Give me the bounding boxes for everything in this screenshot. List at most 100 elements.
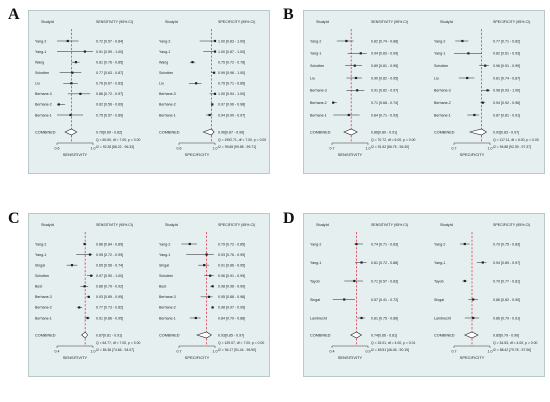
panel-letter: B [283,6,294,23]
estimate-ci-label: 0.77 [0.63 - 0.87] [96,71,123,75]
study-name: Schotten [35,274,49,278]
point-estimate-marker [203,264,206,267]
point-estimate-marker [463,279,466,283]
study-name: Schotten [35,71,49,75]
point-estimate-marker [213,71,216,74]
point-estimate-marker [353,279,356,283]
estimate-ci-label: 0.96 [0.91 - 0.99] [493,64,520,68]
estimate-ci-label: 0.62 [0.56 - 0.69] [96,103,123,107]
heterogeneity-stat: Q = 117.11, df = 6.00, p = 0.00 [493,138,539,142]
x-tick-label: 0.7 [330,147,335,151]
combined-diamond [81,331,88,339]
point-estimate-marker [209,274,212,277]
study-name: Yang-1 [310,52,321,56]
combined-label: COMBINED [310,333,331,337]
estimate-ci-label: 0.76 [0.67 - 0.83] [96,82,123,86]
column-header-study: StudyId [440,223,453,227]
estimate-ci-label: 0.94 [0.92 - 0.96] [493,101,520,105]
combined-estimate-label: 0.96[0.87 - 0.99] [218,130,244,134]
point-estimate-marker [466,76,469,80]
point-estimate-marker [74,61,77,64]
estimate-ci-label: 0.94 [0.89 - 0.97] [493,261,520,265]
estimate-ci-label: 1.00 [0.94 - 1.00] [218,92,245,96]
study-name: Berhane-3 [159,92,176,96]
point-estimate-marker [463,242,466,246]
combined-diamond [202,128,215,136]
estimate-ci-label: 0.89 [0.81 - 0.95] [371,64,398,68]
combined-diamond [469,128,487,136]
study-name: Schotten [159,71,173,75]
point-estimate-marker [188,242,191,246]
column-header-study: StudyId [316,223,329,227]
heterogeneity-stat: I2 = 94.88 [92.39 - 97.37] [493,145,531,149]
point-estimate-marker [69,113,72,117]
study-name: Berhane-3 [310,89,327,93]
point-estimate-marker [213,50,217,53]
column-header-study: StudyId [316,20,329,24]
point-estimate-marker [194,316,197,320]
point-estimate-marker [208,113,211,117]
estimate-ci-label: 0.94 [0.90 - 0.97] [218,113,245,117]
heterogeneity-stat: Q = 34.53, df = 4.00, p = 0.00 [493,341,538,345]
estimate-ci-label: 0.81 [0.74 - 0.87] [493,76,520,80]
study-name: Berhane-3 [35,295,52,299]
point-estimate-marker [347,113,350,117]
forest-svg: StudyId SENSITIVITY (95% CI) Yang-2 0.72 [0… [35,20,266,157]
study-name: Yang-2 [310,242,321,246]
estimate-ci-label: 0.86 [0.82 - 0.90] [493,298,520,302]
study-name: Liu [159,82,164,86]
x-tick-label: 0.9 [366,350,371,354]
point-estimate-marker [90,274,93,277]
study-name: Liu [35,82,40,86]
point-estimate-marker [207,295,211,298]
x-tick-label: 0.7 [177,350,182,354]
column-header-sens: SENSITIVITY (95% CI) [96,223,133,227]
column-header-study: StudyId [440,20,453,24]
study-name: Yang-1 [434,261,445,265]
study-name: Singal [434,298,444,302]
estimate-ci-label: 0.79 [0.77 - 0.81] [493,279,520,283]
estimate-ci-label: 0.72 [0.57 - 0.84] [96,39,123,43]
point-estimate-marker [345,39,348,43]
estimate-ci-label: 0.71 [0.68 - 0.74] [371,101,398,105]
column-header-spec: SPECIFICITY (95% CI) [218,223,255,227]
point-estimate-marker [359,52,362,55]
x-axis-label: SENSITIVITY [63,355,88,360]
estimate-ci-label: 0.82 [0.74 - 0.88] [371,39,398,43]
column-header-study: StudyId [165,223,178,227]
point-estimate-marker [86,316,89,320]
study-name: Singal [159,263,169,267]
estimate-ci-label: 0.77 [0.71 - 0.82] [493,39,520,43]
combined-estimate-label: 0.76[0.69 - 0.82] [96,130,122,134]
estimate-ci-label: 0.86 [0.79 - 0.91] [493,316,520,320]
study-name: Berhane-2 [35,306,52,310]
combined-diamond [464,331,479,339]
study-name: Yang-1 [434,52,445,56]
estimate-ci-label: 0.57 [0.41 - 0.72] [371,298,398,302]
point-estimate-marker [88,253,92,256]
point-estimate-marker [195,82,198,85]
estimate-ci-label: 0.91 [0.59 - 1.00] [96,50,123,54]
estimate-ci-label: 0.87 [0.81 - 0.91] [493,113,520,117]
point-estimate-marker [467,52,470,55]
study-name: Berhane-3 [434,89,451,93]
point-estimate-marker [211,285,214,288]
heterogeneity-stat: Q = 129.07, df = 7.00, p = 0.00 [218,341,264,345]
estimate-ci-label: 0.97 [0.90 - 1.00] [96,274,123,278]
study-name: Berhane-2 [434,101,451,105]
point-estimate-marker [71,71,74,74]
study-name: Berhane-2 [310,101,327,105]
study-name: Best [35,285,42,289]
study-name: Yang-2 [434,242,445,246]
combined-estimate-label: 0.93[0.83 - 0.97] [493,130,519,134]
combined-estimate-label: 0.87[0.81 - 0.91] [96,333,122,337]
estimate-ci-label: 0.95 [0.72 - 0.99] [96,253,123,257]
estimate-ci-label: 0.86 [0.79 - 0.92] [96,285,123,289]
column-header-study: StudyId [41,223,54,227]
forest-panel-d: StudyId SENSITIVITY (95% CI) Yang-2 0.74 [0… [303,213,545,377]
forest-svg: StudyId SENSITIVITY (95% CI) Yang-2 0.86 [0… [35,223,264,360]
x-axis-label: SPECIFICITY [460,152,485,157]
study-name: Berhane-1 [434,113,451,117]
study-name: Berhane-1 [35,316,52,320]
study-name: Yang-2 [159,242,170,246]
